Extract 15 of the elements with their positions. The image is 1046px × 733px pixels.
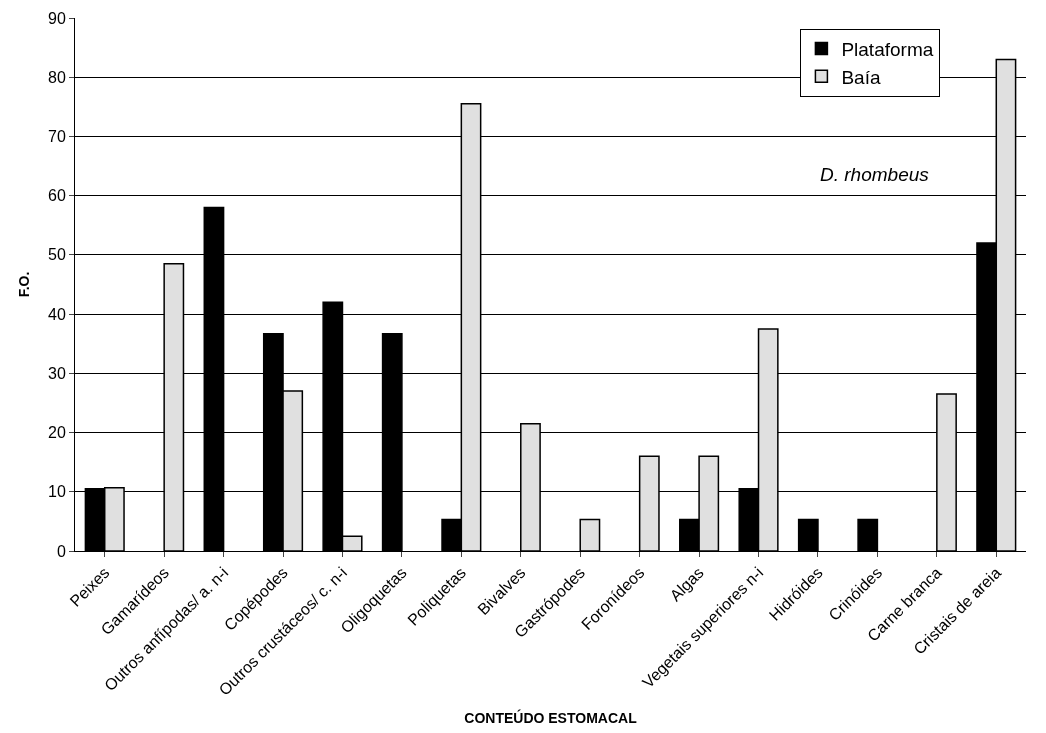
legend-label: Baía [841, 66, 881, 88]
legend-label: Plataforma [841, 38, 934, 60]
x-axis-title: CONTEÚDO ESTOMACAL [464, 708, 638, 726]
y-tick-label: 90 [48, 9, 66, 27]
y-tick-label: 10 [48, 483, 66, 501]
y-tick-label: 20 [48, 424, 66, 442]
y-tick-label: 0 [56, 542, 66, 560]
y-tick-label: 60 [48, 187, 66, 205]
y-tick-label: 40 [48, 305, 66, 323]
annotation: D. rhombeus [820, 164, 930, 185]
y-tick-label: 80 [48, 68, 66, 86]
y-tick-label: 50 [48, 246, 66, 264]
y-axis-title: F.O. [15, 271, 32, 298]
y-tick-label: 70 [48, 128, 66, 146]
y-tick-label: 30 [48, 364, 66, 382]
